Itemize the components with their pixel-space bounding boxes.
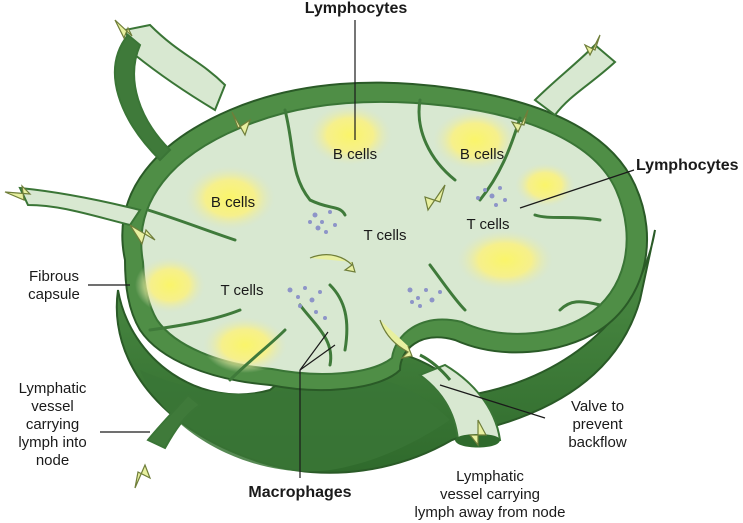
afferent-vessels <box>18 23 617 450</box>
afferent-vessel-top-right <box>533 43 617 117</box>
arrow-icon <box>583 34 601 57</box>
label-line: lymph into <box>18 434 87 451</box>
arrow-icon <box>468 419 487 447</box>
label-t-cells: T cells <box>466 216 510 233</box>
arrow-icon <box>4 184 32 201</box>
label-valve: Valve to prevent backflow <box>550 398 645 452</box>
label-line: vessel <box>31 398 74 415</box>
arrow-icon <box>134 463 152 489</box>
label-line: capsule <box>28 286 80 303</box>
label-lymphatic-vessel-out: Lymphatic vessel carrying lymph away fro… <box>405 468 575 522</box>
lymphocyte-dots <box>287 186 507 320</box>
arrow-icon <box>231 111 252 137</box>
arrow-icon <box>129 224 156 246</box>
label-b-cells: B cells <box>210 194 256 211</box>
leader-lines <box>88 20 635 478</box>
label-line: backflow <box>568 434 627 451</box>
arrow-icon <box>510 109 529 134</box>
arrow-icon <box>379 319 413 359</box>
arrow-icon <box>114 19 133 40</box>
afferent-vessel-left <box>18 186 142 227</box>
arrow-icon <box>424 184 446 212</box>
label-t-cells: T cells <box>220 282 264 299</box>
label-line: prevent <box>572 416 623 433</box>
label-line: vessel carrying <box>439 486 541 503</box>
label-line: Fibrous <box>28 268 80 285</box>
label-t-cells: T cells <box>363 227 407 244</box>
label-line: Lymphatic <box>456 468 524 485</box>
label-fibrous-capsule: Fibrous capsule <box>18 268 90 304</box>
label-line: carrying <box>25 416 80 433</box>
label-line: Valve to <box>570 398 625 415</box>
afferent-vessel-bottom-left <box>146 393 202 450</box>
label-macrophages: Macrophages <box>248 484 352 501</box>
label-lymphocytes-right: Lymphocytes <box>636 157 739 174</box>
label-b-cells: B cells <box>459 146 505 163</box>
label-lymphocytes-top: Lymphocytes <box>304 0 408 17</box>
label-line: Lymphatic <box>18 380 87 397</box>
label-b-cells: B cells <box>332 146 378 163</box>
label-lymphatic-vessel-in: Lymphatic vessel carrying lymph into nod… <box>5 380 100 470</box>
capsule-bottom-lobe <box>140 370 450 472</box>
label-line: lymph away from node <box>414 504 566 521</box>
arrow-icon <box>309 254 356 273</box>
lymph-flow-arrows <box>4 19 601 489</box>
afferent-vessel-top-left <box>123 23 227 112</box>
label-line: node <box>35 452 70 469</box>
